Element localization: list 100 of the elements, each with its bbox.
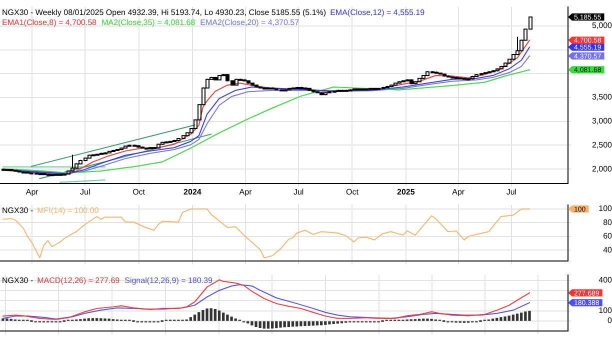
candlestick (360, 88, 364, 90)
bar (279, 321, 282, 328)
bar (250, 321, 254, 326)
candlestick (6, 168, 10, 172)
y-tick-label: 100 (598, 306, 612, 316)
candlestick (292, 86, 296, 90)
bar (193, 314, 196, 321)
y-tick-label: 40 (603, 245, 612, 254)
candlestick (418, 77, 422, 83)
candlestick (344, 89, 348, 92)
chart-title: NGX30 - Weekly 08/01/2025 Open 4932.39, Hi 5193.74, Lo 4930.23, Close 5185.55 (5.1%) (2, 8, 326, 18)
y-tick-label: 2,500 (592, 140, 612, 150)
x-tick-label: Jul (80, 187, 90, 196)
candlestick (186, 132, 190, 137)
candlestick (304, 86, 308, 90)
series-label: MFI(14) = 100.00 (37, 206, 100, 216)
candlestick (156, 143, 160, 150)
bar (312, 321, 314, 326)
candlestick (442, 73, 446, 78)
candlestick (144, 147, 148, 150)
bar (304, 321, 306, 326)
candlestick (516, 36, 520, 56)
candlestick (258, 86, 262, 90)
candlestick (50, 173, 54, 176)
bar (308, 321, 310, 326)
candlestick (356, 88, 360, 90)
candlestick (284, 88, 288, 92)
candlestick (352, 88, 356, 91)
bar (328, 321, 331, 324)
candlestick (26, 171, 30, 174)
x-tick-label: Apr (239, 187, 252, 196)
bar (496, 318, 498, 321)
bar (271, 321, 274, 328)
bar (504, 316, 506, 321)
bar (320, 321, 323, 326)
bar (283, 321, 286, 328)
candlestick (398, 80, 402, 84)
candlestick (324, 92, 328, 96)
candlestick (504, 62, 508, 68)
candlestick (254, 84, 258, 88)
candlestick (340, 89, 344, 92)
candlestick (172, 139, 176, 142)
bar (6, 318, 8, 321)
candlestick (364, 88, 368, 90)
bar (287, 321, 290, 327)
candlestick (450, 76, 454, 79)
bar (275, 321, 278, 328)
bar (512, 314, 515, 321)
candlestick (168, 140, 172, 143)
x-tick-label: Jul (293, 187, 304, 196)
text: MACD(12,26) = 277.69 (37, 276, 120, 286)
candlestick (336, 89, 340, 92)
candlestick (218, 74, 222, 81)
candlestick (348, 88, 352, 92)
bar (336, 321, 339, 324)
candlestick (266, 86, 270, 90)
candlestick (270, 86, 274, 90)
candlestick (492, 70, 496, 73)
bar (218, 310, 221, 321)
y-tick-label: 400 (598, 276, 612, 285)
bar (104, 318, 106, 321)
bar (230, 316, 233, 321)
candlestick (470, 75, 474, 80)
bar (291, 321, 294, 327)
bar (516, 314, 519, 321)
bar (528, 310, 531, 321)
x-tick-label: Jul (506, 187, 517, 196)
bar (210, 308, 212, 321)
bar (524, 312, 527, 321)
bar (254, 321, 258, 327)
candlestick (458, 76, 462, 80)
candlestick (422, 74, 426, 80)
bar (234, 318, 237, 321)
y-tick-label: 5,000 (592, 21, 612, 30)
bar (202, 310, 204, 321)
candlestick (414, 80, 418, 85)
bar (316, 321, 319, 326)
candlestick (164, 140, 168, 144)
bar (214, 309, 217, 321)
candlestick (402, 80, 406, 83)
bar (508, 316, 510, 321)
candlestick (300, 86, 304, 90)
candlestick (148, 146, 152, 150)
series-label: Signal(12,26,9) = 180.39 (124, 276, 214, 286)
candlestick (116, 148, 120, 152)
candlestick (38, 172, 42, 176)
candlestick (454, 76, 458, 79)
candlestick (434, 71, 438, 74)
bar (266, 321, 270, 329)
y-tick-label: 80 (603, 218, 612, 227)
candlestick (92, 154, 96, 156)
candlestick (112, 149, 116, 152)
x-tick-label: Oct (346, 187, 360, 196)
text: EMA2(Close,20) = 4,370.57 (200, 18, 300, 28)
candlestick (308, 87, 312, 92)
candlestick (390, 84, 394, 88)
bar (500, 317, 502, 321)
candlestick (46, 173, 50, 176)
bar (296, 321, 298, 326)
candlestick (54, 173, 58, 176)
